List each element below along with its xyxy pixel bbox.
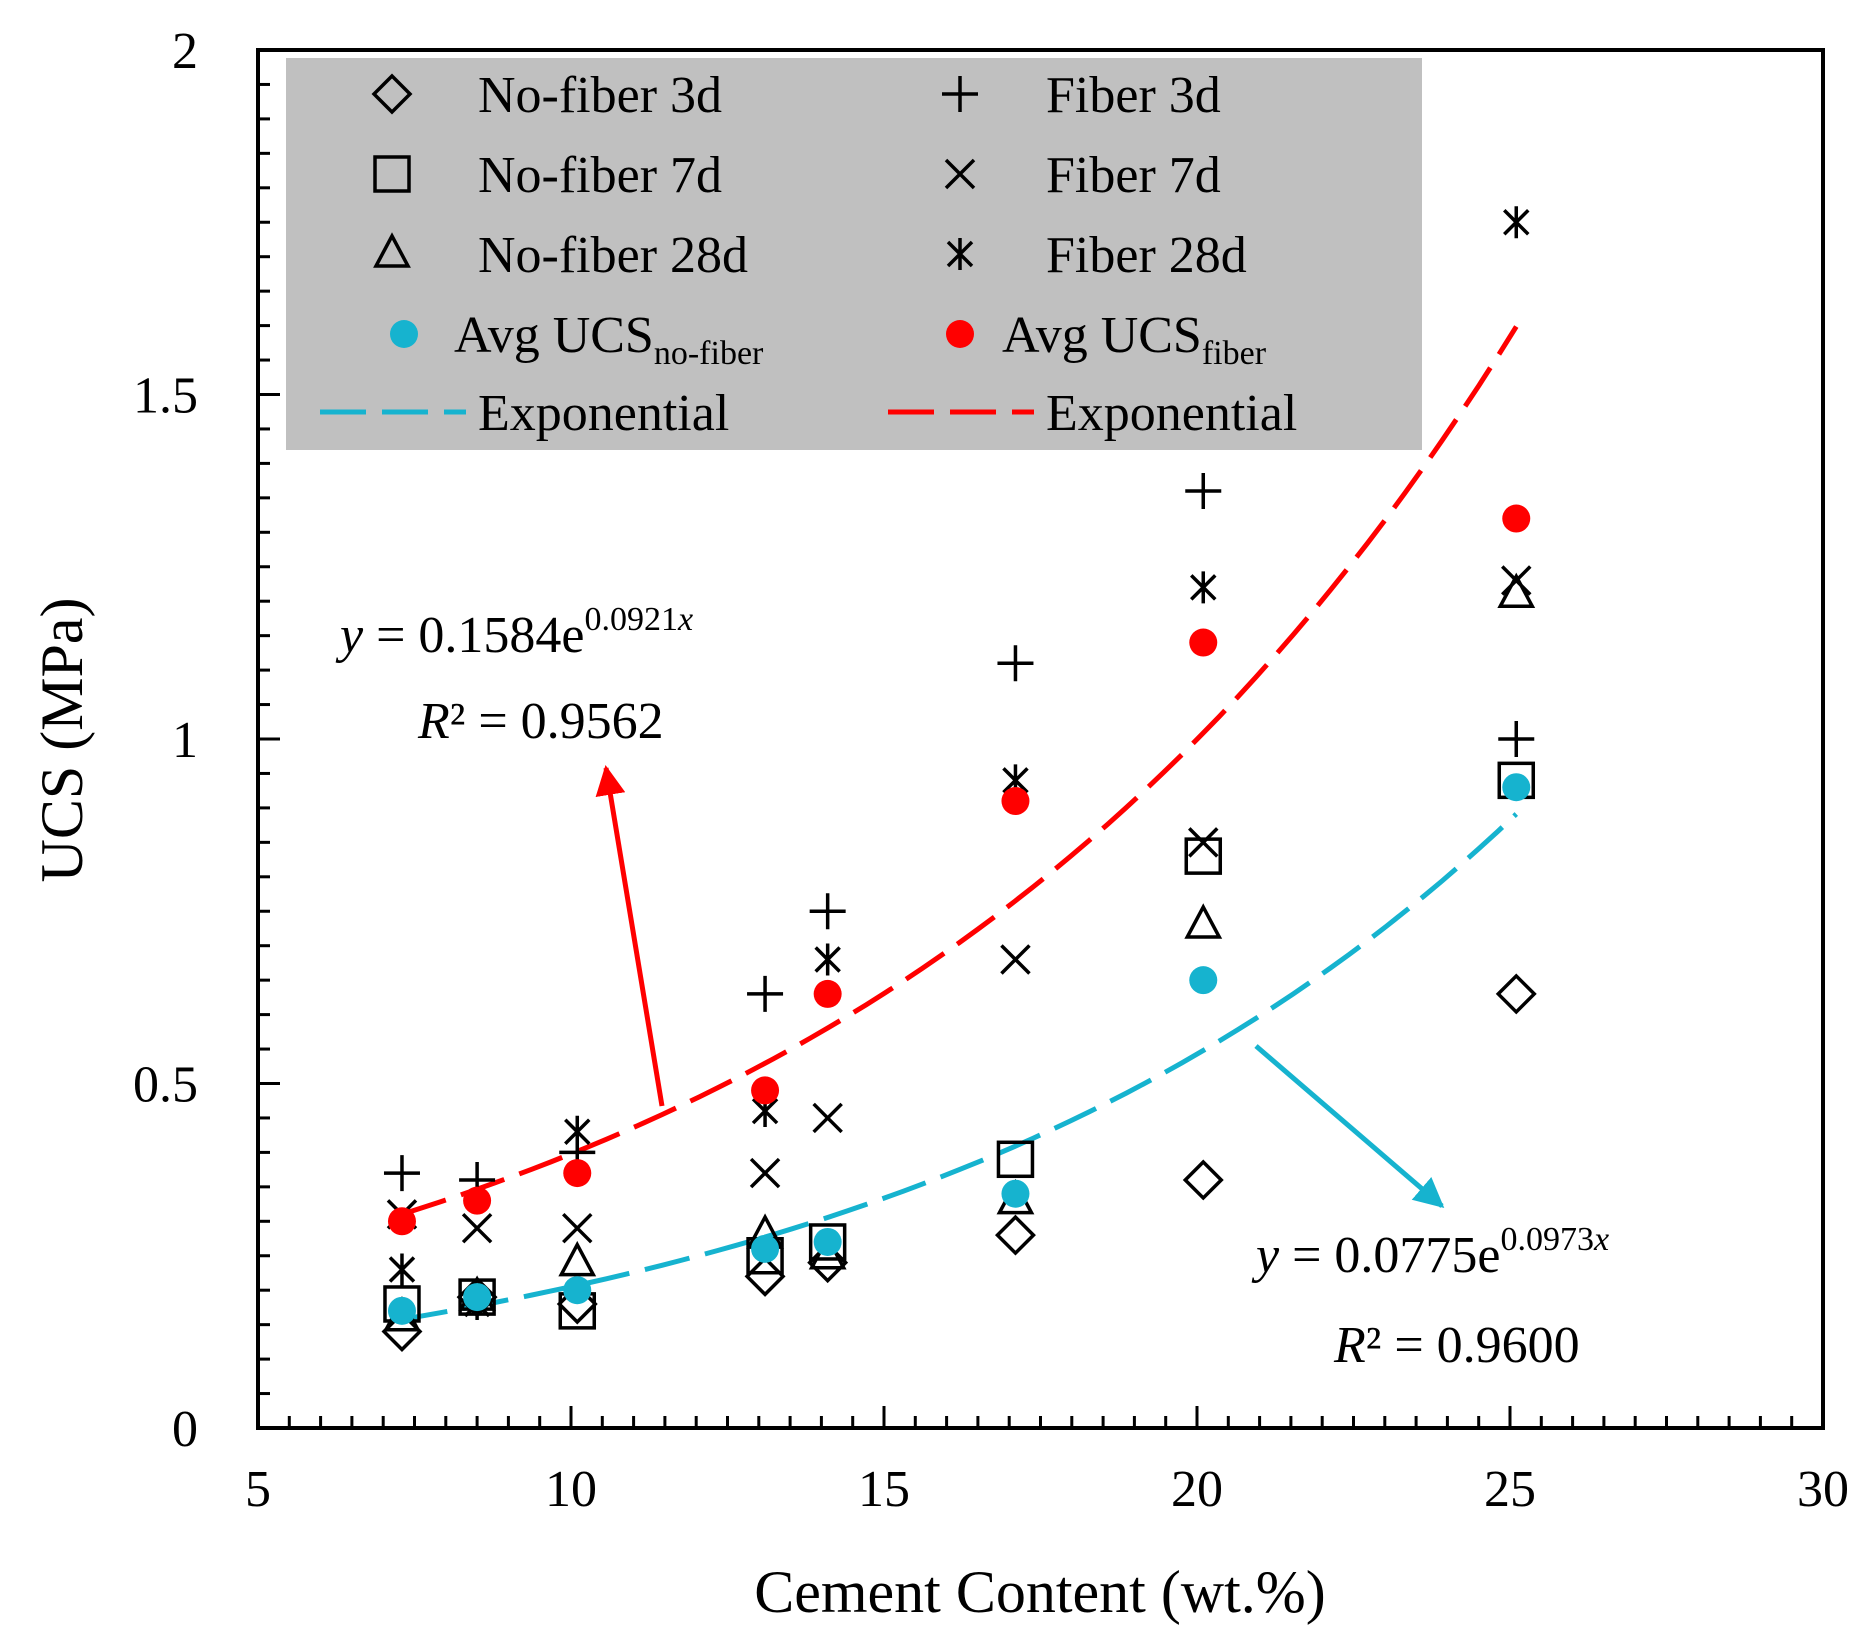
point-square: [996, 1140, 1035, 1179]
point-diamond: [744, 1255, 786, 1297]
legend-symbol-asterisk: [946, 238, 974, 270]
x-tick-label: 30: [1797, 1461, 1849, 1518]
x-tick-label: 20: [1171, 1461, 1223, 1518]
legend-symbol-triangle: [373, 232, 411, 268]
point-square: [808, 1223, 847, 1261]
legend-label-no-fiber-7d: No-fiber 7d: [478, 147, 722, 204]
x-tick-label: 15: [858, 1461, 910, 1518]
point-dot: [813, 979, 842, 1008]
point-dot: [813, 1227, 842, 1256]
point-x: [1188, 827, 1219, 858]
point-diamond: [556, 1283, 598, 1325]
point-plus: [1498, 721, 1535, 757]
point-dot: [463, 1186, 492, 1215]
point-dot: [1001, 1179, 1030, 1208]
point-diamond: [1182, 1159, 1224, 1201]
legend-label-fiber-28d: Fiber 28d: [1046, 227, 1247, 284]
point-plus: [809, 893, 846, 930]
y-tick-label: 0: [172, 1401, 198, 1458]
arrow-fiber: [595, 765, 665, 1107]
x-tick-label: 10: [545, 1461, 597, 1518]
y-tick-label: 2: [172, 23, 198, 80]
point-diamond: [994, 1214, 1036, 1256]
point-dot: [563, 1159, 592, 1188]
legend-label-fiber-7d: Fiber 7d: [1046, 147, 1221, 204]
point-dot: [563, 1276, 592, 1305]
point-triangle: [558, 1240, 597, 1277]
x-tick-label: 5: [245, 1461, 271, 1518]
r2-no-fiber: R² = 0.9600: [1333, 1317, 1580, 1374]
legend-symbol-dot-fiber: [946, 320, 974, 348]
legend-label-exp-fiber: Exponential: [1046, 385, 1297, 442]
point-dot: [1502, 773, 1531, 802]
plot-frame: [256, 48, 1825, 1430]
point-x: [749, 1157, 781, 1189]
point-x: [562, 1212, 593, 1244]
point-x: [461, 1212, 493, 1244]
point-asterisk: [814, 943, 841, 976]
arrow-no-fiber: [1254, 1044, 1445, 1208]
point-dot: [1189, 628, 1218, 657]
point-plus: [997, 645, 1034, 682]
point-square: [1184, 837, 1223, 875]
y-tick-label: 1.5: [133, 368, 198, 425]
point-asterisk: [388, 1253, 416, 1286]
legend-label-exp-no-fiber: Exponential: [478, 385, 729, 442]
point-triangle: [1497, 572, 1536, 609]
point-asterisk: [1190, 571, 1217, 604]
x-tick-label: 25: [1484, 1461, 1536, 1518]
x-axis-title: Cement Content (wt.%): [754, 1559, 1326, 1625]
point-x: [812, 1102, 843, 1134]
data-points: [381, 206, 1537, 1353]
point-diamond: [1495, 973, 1537, 1015]
trendline-fiber: [401, 325, 1519, 1217]
legend-label-avg-fiber: Avg UCSfiber: [1002, 307, 1267, 372]
point-dot: [387, 1207, 416, 1236]
point-plus: [383, 1155, 420, 1192]
legend-symbol-dot-no-fiber: [390, 320, 418, 348]
point-plus: [1185, 472, 1222, 509]
y-tick-label: 0.5: [133, 1057, 198, 1114]
y-tick-label: 1: [172, 712, 198, 769]
legend-label-no-fiber-3d: No-fiber 3d: [478, 67, 722, 124]
legend-label-avg-no-fiber: Avg UCSno-fiber: [454, 307, 764, 372]
legend-symbol-diamond: [371, 73, 413, 115]
point-dot: [1189, 966, 1218, 995]
point-dot: [387, 1296, 416, 1325]
point-triangle: [1184, 903, 1223, 939]
y-axis-title: UCS (MPa): [29, 597, 95, 882]
legend-symbol-square: [373, 155, 411, 193]
point-dot: [463, 1283, 492, 1312]
point-dot: [1001, 787, 1030, 816]
point-x: [1000, 944, 1031, 975]
equation-no-fiber: y = 0.0775e0.0973x: [1251, 1221, 1609, 1284]
legend-symbols: [371, 73, 978, 348]
legend-symbol-plus: [942, 76, 978, 112]
point-dot: [1502, 504, 1531, 533]
legend-label-no-fiber-28d: No-fiber 28d: [478, 227, 748, 284]
point-asterisk: [564, 1115, 591, 1148]
point-asterisk: [1503, 206, 1530, 239]
point-x: [1501, 565, 1532, 596]
equation-fiber: y = 0.1584e0.0921x: [335, 601, 693, 664]
legend-label-fiber-3d: Fiber 3d: [1046, 67, 1221, 124]
legend-symbol-x: [944, 158, 976, 190]
axis-tick-labels: 5 10 15 20 25 30 0 0.5 1 1.5 2: [133, 23, 1849, 1518]
legend: No-fiber 3d No-fiber 7d No-fiber 28d Fib…: [320, 67, 1297, 442]
point-plus: [747, 975, 784, 1012]
point-dot: [751, 1234, 780, 1263]
r2-fiber: R² = 0.9562: [417, 693, 664, 750]
point-dot: [751, 1076, 780, 1105]
legend-background: [286, 58, 1422, 450]
